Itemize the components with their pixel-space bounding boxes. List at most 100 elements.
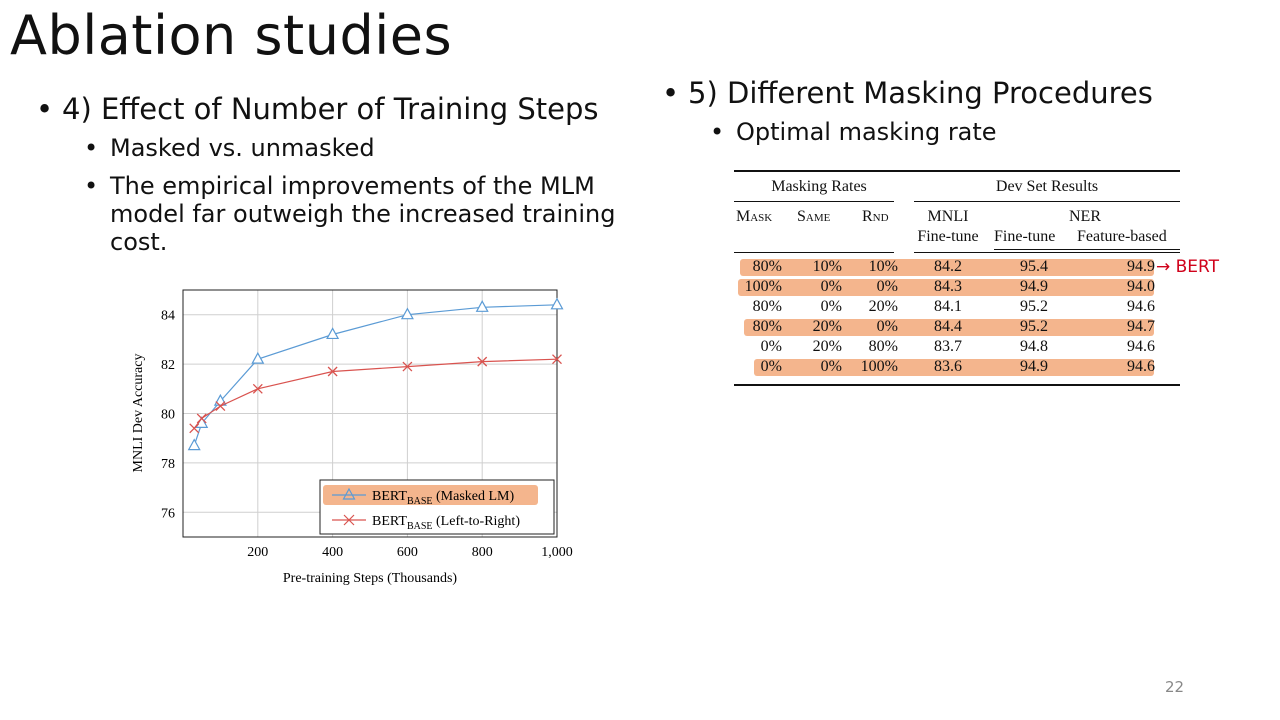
point-masked	[400, 307, 414, 320]
cell-mask: 80%	[752, 258, 782, 275]
cell-mask: 100%	[744, 278, 782, 295]
cell-rnd: 0%	[876, 278, 898, 295]
col-header-mnli: MNLI	[927, 208, 969, 225]
sub-bullet-improvements: • The empirical improvements of the MLM mo…	[84, 172, 644, 256]
cell-mask: 80%	[752, 318, 782, 335]
cell-ner-fb: 94.9	[1127, 258, 1155, 275]
cell-ner-fb: 94.7	[1127, 318, 1155, 335]
series-line-ltr	[193, 358, 558, 429]
point-ltr	[327, 366, 338, 377]
cell-ner-ft: 94.8	[1020, 338, 1048, 355]
header-dev-underline	[914, 201, 1180, 202]
header-masking-rates: Masking Rates	[771, 178, 867, 195]
slide-title: Ablation studies	[10, 4, 453, 67]
cell-mnli: 84.1	[934, 298, 962, 315]
y-tick-label: 82	[161, 358, 175, 373]
cell-same: 10%	[812, 258, 842, 275]
col-header-rnd: Rnd	[862, 208, 889, 225]
legend-masked-main: BERT	[372, 489, 407, 504]
header-dev-set: Dev Set Results	[995, 178, 1099, 195]
table-bottom-rule	[734, 384, 1180, 386]
cell-mnli: 84.3	[934, 278, 962, 295]
chart-xlabel: Pre-training Steps (Thousands)	[283, 571, 458, 586]
y-tick-label: 78	[161, 457, 175, 472]
improvements-line-1: The empirical improvements of the MLM	[110, 172, 595, 200]
header-bottom-rule-right	[914, 252, 1180, 253]
bullet-dot: •	[84, 134, 99, 162]
cell-mnli: 84.4	[934, 318, 962, 335]
bullet-heading-masking: 5) Different Masking Procedures	[688, 76, 1153, 110]
x-tick-label: 600	[397, 545, 418, 560]
bullet-training-steps: • 4) Effect of Number of Training Steps	[36, 92, 599, 126]
legend-highlight	[323, 485, 538, 505]
point-masked	[326, 327, 340, 340]
legend-marker-triangle	[342, 487, 356, 500]
improvements-line-2: model far outweigh the increased trainin…	[110, 200, 616, 228]
bullet-dot: •	[662, 76, 680, 110]
row-highlight	[738, 279, 1154, 296]
cell-mnli: 83.7	[934, 338, 962, 355]
legend-entry-ltr: BERTBASE (Left-to-Right)	[332, 514, 520, 532]
cell-same: 0%	[820, 298, 842, 315]
point-ltr	[252, 383, 263, 394]
legend-marker-x	[343, 514, 355, 526]
x-tick-label: 200	[247, 545, 268, 560]
header-bottom-rule-left	[734, 252, 894, 253]
x-tick-label: 1,000	[541, 545, 573, 560]
y-tick-label: 84	[161, 309, 175, 324]
chart-ylabel: MNLI Dev Accuracy	[131, 354, 146, 473]
col-header-same: Same	[797, 208, 831, 225]
cell-rnd: 20%	[868, 298, 898, 315]
col-header-ner: NER	[1069, 208, 1101, 225]
legend-masked-sub: BASE	[407, 496, 433, 507]
point-ltr	[552, 354, 562, 365]
point-ltr	[215, 401, 226, 412]
sub-bullet-optimal: • Optimal masking rate	[710, 118, 997, 146]
legend-ltr-sub: BASE	[407, 521, 433, 532]
page-number: 22	[1165, 678, 1185, 696]
y-tick-label: 80	[161, 408, 175, 423]
cell-same: 0%	[820, 358, 842, 375]
col-header-mnli-finetune: Fine-tune	[917, 228, 979, 245]
row-highlight	[744, 319, 1154, 336]
cell-mask: 0%	[760, 338, 782, 355]
training-steps-chart: 200 400 600 800 1,000 76 78 80 82 84 Pre-training…	[131, 289, 573, 586]
legend-ltr-rest: (Left-to-Right)	[433, 514, 521, 529]
cell-rnd: 80%	[868, 338, 898, 355]
masking-table: Masking Rates Dev Set Results Mask Same …	[734, 170, 1180, 388]
improvements-line-3: cost.	[110, 228, 168, 256]
header-masking-underline	[734, 201, 894, 202]
legend-label-masked: BERTBASE (Masked LM)	[372, 489, 515, 507]
cell-ner-ft: 95.2	[1020, 318, 1048, 335]
cell-mnli: 83.6	[934, 358, 962, 375]
cell-ner-ft: 95.2	[1020, 298, 1048, 315]
cell-ner-fb: 94.6	[1127, 358, 1155, 375]
sub-bullet-optimal-text: Optimal masking rate	[736, 118, 997, 146]
bullet-masking-procedures: • 5) Different Masking Procedures	[662, 76, 1153, 110]
cell-ner-ft: 94.9	[1020, 278, 1048, 295]
row-highlight	[754, 359, 1154, 376]
ner-underline	[994, 249, 1180, 250]
bullet-dot: •	[36, 92, 54, 126]
point-masked	[187, 438, 201, 451]
x-tick-label: 400	[322, 545, 343, 560]
point-ltr	[196, 413, 207, 424]
legend-masked-rest: (Masked LM)	[433, 489, 515, 504]
col-header-ner-finetune: Fine-tune	[994, 228, 1056, 245]
col-header-mask: Mask	[736, 208, 773, 225]
cell-ner-fb: 94.0	[1127, 278, 1155, 295]
cell-ner-fb: 94.6	[1127, 338, 1155, 355]
sub-bullet-improvements-text: The empirical improvements of the MLM mod…	[110, 172, 630, 256]
cell-mask: 80%	[752, 298, 782, 315]
cell-ner-fb: 94.6	[1127, 298, 1155, 315]
point-masked	[550, 297, 564, 310]
sub-bullet-masked-text: Masked vs. unmasked	[110, 134, 375, 162]
cell-mask: 0%	[760, 358, 782, 375]
bullet-dot: •	[84, 172, 99, 200]
cell-same: 20%	[812, 338, 842, 355]
legend-ltr-main: BERT	[372, 514, 407, 529]
cell-same: 0%	[820, 278, 842, 295]
point-ltr	[477, 356, 488, 367]
col-header-ner-featurebased: Feature-based	[1077, 228, 1167, 245]
row-highlight	[740, 259, 1154, 276]
